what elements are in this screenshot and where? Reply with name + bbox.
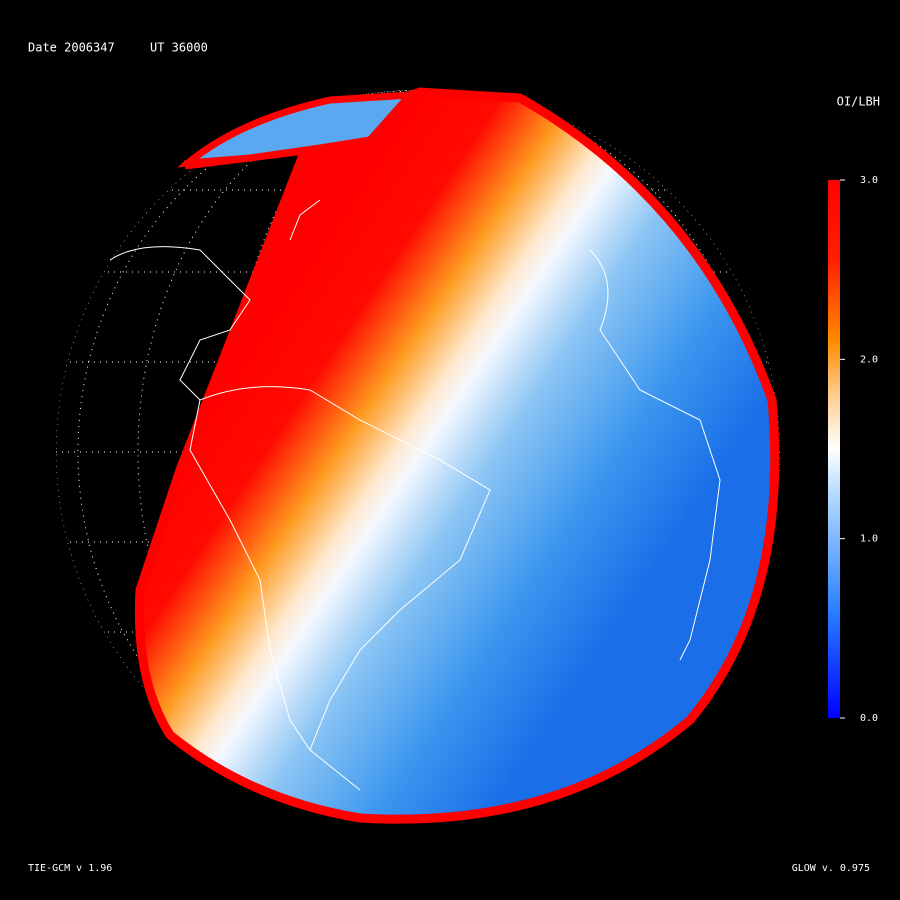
colorbar-tick-label: 2.0 <box>860 354 878 365</box>
ut-label: UT 36000 <box>150 41 208 55</box>
colorbar-tick-label: 3.0 <box>860 175 878 186</box>
colorbar <box>828 180 840 718</box>
colorbar-tick-label: 1.0 <box>860 534 878 545</box>
footer-left: TIE-GCM v 1.96 <box>28 863 112 874</box>
date-label: Date 2006347 <box>28 41 115 55</box>
colorbar-title: OI/LBH <box>837 95 880 109</box>
polar-cap <box>177 90 419 168</box>
emission-region <box>134 87 780 824</box>
coastlines <box>109 199 721 791</box>
footer-right: GLOW v. 0.975 <box>792 863 870 874</box>
colorbar-tick-label: 0.0 <box>860 713 878 724</box>
